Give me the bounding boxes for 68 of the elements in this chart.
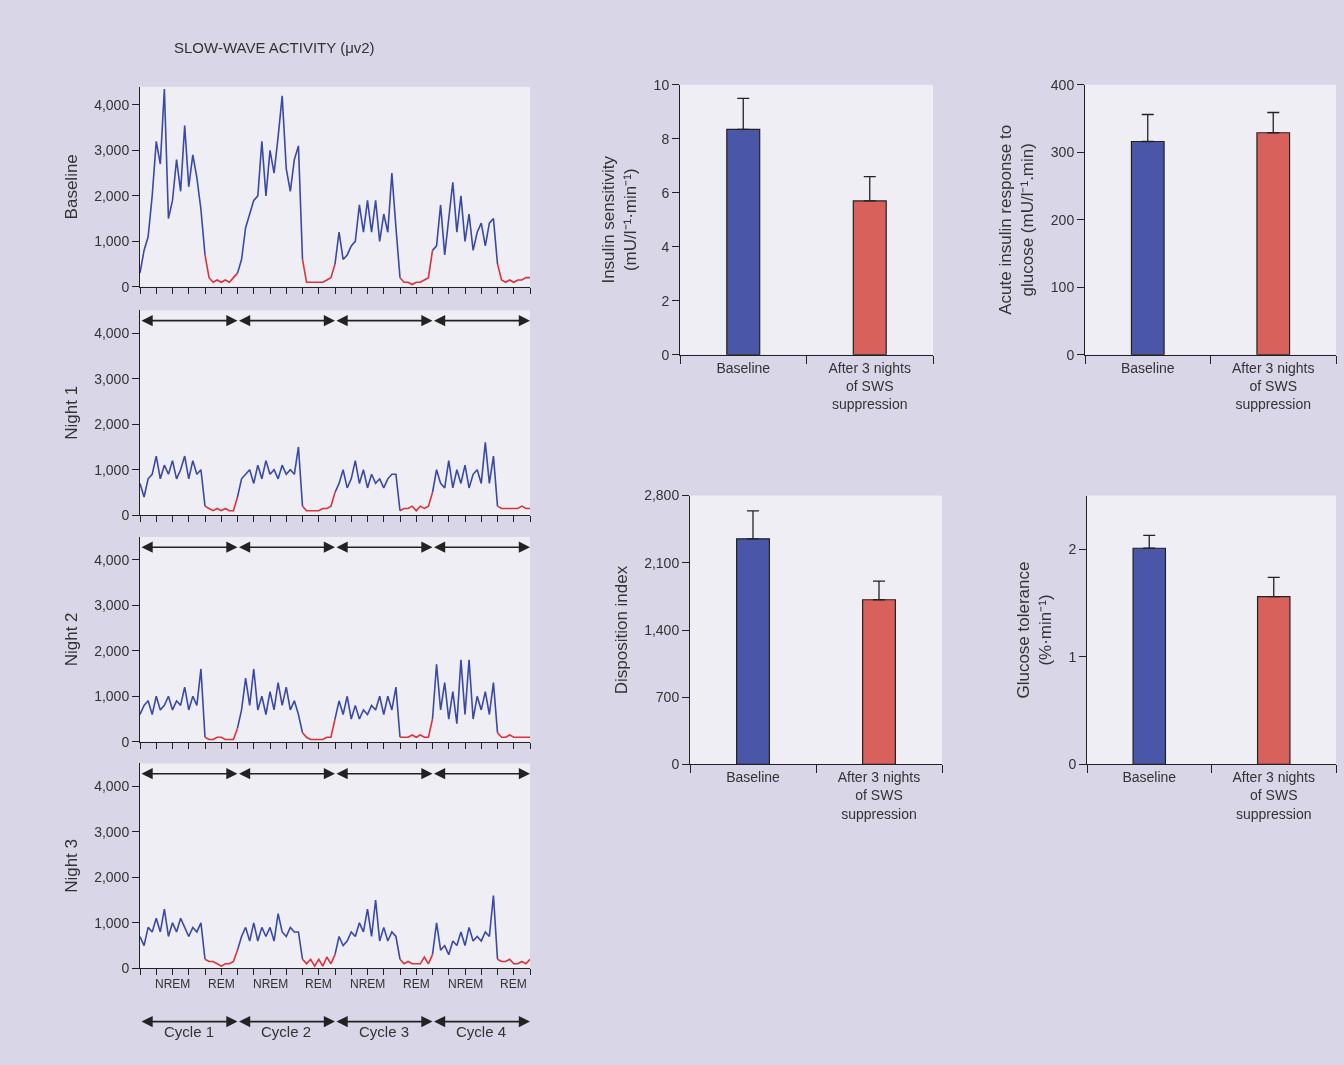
y-axis-title: Insulin sensitivity (mU/l⁻¹·min⁻¹) [599,155,641,284]
y-tick-label: 400 [1050,76,1075,93]
x-tick-label: After 3 nights of SWS suppression [1232,359,1315,412]
y-tick-label: 8 [661,130,670,147]
y-tick-label: 1,000 [94,233,130,250]
y-tick-label: 3,000 [94,142,130,159]
y-tick-label: 0 [671,756,680,773]
x-tick-label: Baseline [1122,769,1177,786]
text: Cycle 1 [164,1023,215,1040]
y-tick-label: 2 [1068,541,1077,558]
y-tick-label: 2,000 [94,416,130,433]
text: NREM [350,977,386,991]
y-tick-label: 1,000 [94,688,130,705]
text: Cycle 3 [359,1023,410,1040]
y-axis-title: Night 3 [61,838,81,893]
y-axis-title: Night 2 [61,612,81,667]
y-tick-label: 0 [661,346,670,363]
y-tick-label: 4 [661,238,670,255]
y-tick-label: 2 [661,292,670,309]
x-tick-label: Baseline [726,769,781,786]
x-tick-label: After 3 nights of SWS suppression [1232,769,1315,822]
x-tick-label: Baseline [716,359,771,376]
y-axis-title: Acute insulin response to glucose (mU/l⁻¹.min) [996,124,1038,315]
y-tick-label: 0 [1068,756,1077,773]
y-tick-label: 0 [121,278,130,295]
y-tick-label: 2,000 [94,642,130,659]
chart-title: SLOW-WAVE ACTIVITY (μv2) [174,39,375,56]
y-tick-label: 3,000 [94,823,130,840]
y-tick-label: 2,000 [94,187,130,204]
y-tick-label: 0 [121,960,130,977]
y-tick-label: 6 [661,184,670,201]
text: NREM [155,977,191,991]
y-axis-title: Baseline [61,154,81,220]
y-tick-label: 0 [121,733,130,750]
y-tick-label: 4,000 [94,551,130,568]
y-tick-label: 2,000 [94,869,130,886]
y-axis-title: Night 1 [61,385,81,440]
y-tick-label: 0 [121,507,130,524]
x-tick-label: Baseline [1120,359,1175,376]
y-tick-label: 4,000 [94,96,130,113]
y-tick-label: 1,000 [94,461,130,478]
y-tick-label: 300 [1050,144,1075,161]
text: Cycle 2 [261,1023,312,1040]
y-tick-label: 1 [1068,648,1077,665]
y-tick-label: 10 [653,76,670,93]
y-tick-label: 200 [1050,211,1075,228]
text: REM [305,977,332,991]
y-tick-label: 2,100 [644,554,680,571]
y-tick-label: 100 [1050,279,1075,296]
text: REM [208,977,235,991]
text: Cycle 4 [456,1023,507,1040]
text: REM [403,977,430,991]
y-tick-label: 700 [655,689,680,706]
y-axis-title: Disposition index [611,565,631,695]
y-tick-label: 1,000 [94,914,130,931]
y-tick-label: 3,000 [94,597,130,614]
y-tick-label: 0 [1066,346,1075,363]
text: REM [500,977,527,991]
y-axis-title: Glucose tolerance (%·min⁻¹) [1013,561,1055,699]
y-tick-label: 2,800 [644,487,680,504]
y-tick-label: 4,000 [94,325,130,342]
x-tick-label: After 3 nights of SWS suppression [837,769,921,822]
y-tick-label: 1,400 [644,621,680,638]
y-tick-label: 3,000 [94,370,130,387]
x-tick-label: After 3 nights of SWS suppression [828,359,911,412]
y-tick-label: 4,000 [94,778,130,795]
text: NREM [253,977,289,991]
text: NREM [448,977,484,991]
